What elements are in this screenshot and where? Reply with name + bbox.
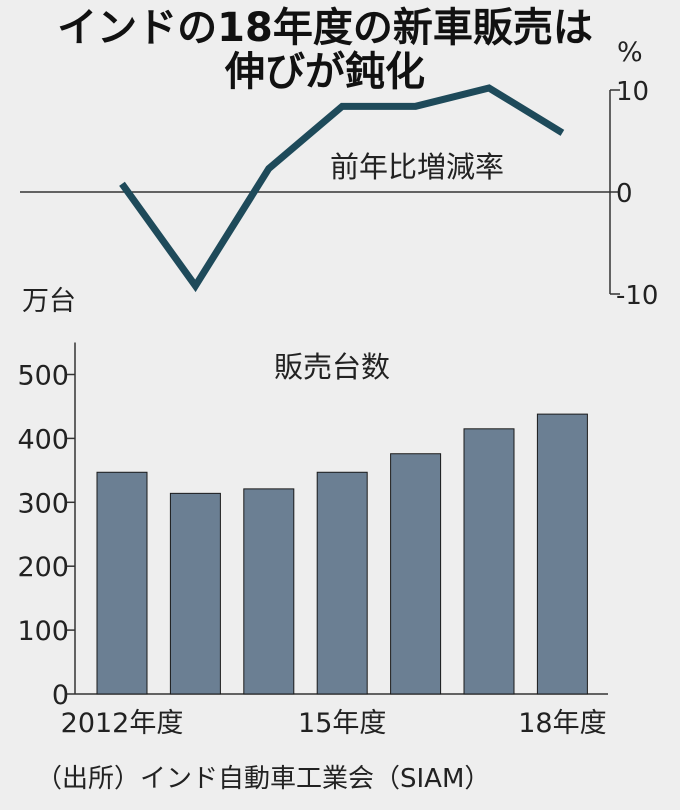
bar-16年度 [390,453,442,695]
line-y-tick-label: 10 [616,77,649,107]
bar-x-tick-label: 2012年度 [61,708,184,739]
line-y-tick-label: 0 [616,179,633,209]
bar-13年度 [169,492,221,695]
bar-y-tick-label: 200 [17,552,69,583]
line-series-path [119,84,565,293]
bar-17年度 [463,428,515,695]
bar-y-tick-label: 0 [52,680,69,711]
line-unit-label: % [617,37,643,68]
bar-unit-label: 万台 [22,286,76,317]
bar-y-tick-label: 100 [17,616,69,647]
bar-14年度 [243,488,295,695]
source-note: （出所）インド自動車工業会（SIAM） [36,764,491,794]
chart-title-line-2: 伸びが鈍化 [225,49,425,95]
line-y-tick-label: -10 [616,281,658,311]
line-series-title: 前年比増減率 [330,150,505,184]
bar-y-tick-label: 300 [17,488,69,519]
bar-series-title: 販売台数 [274,350,391,384]
bar-y-tick-label: 400 [17,424,69,455]
chart-title-line-1: インドの18年度の新車販売は [57,5,593,51]
bar-x-tick-label: 15年度 [298,708,386,739]
bar-15年度 [316,471,368,695]
bar-18年度 [536,413,588,695]
bar-y-tick-label: 500 [17,361,69,392]
bar-2012年度 [96,471,148,695]
bar-x-tick-label: 18年度 [518,708,606,739]
